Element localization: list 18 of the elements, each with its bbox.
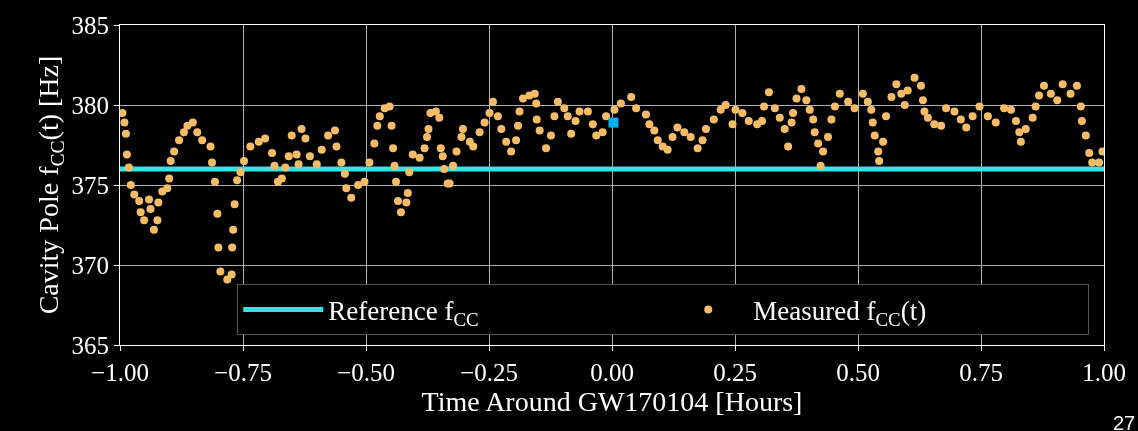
x-tick-label: 0.00	[590, 359, 634, 386]
x-tick-label: −0.75	[214, 359, 272, 386]
x-tick-label: −0.25	[460, 359, 518, 386]
legend-label: Reference f$_{CC}$	[328, 295, 479, 330]
x-tick-label: 1.00	[1082, 359, 1126, 386]
x-tick-label: −1.00	[91, 359, 149, 386]
y-tick-label: 370	[71, 251, 109, 279]
y-tick-label: 385	[71, 11, 109, 39]
x-tick-label: −0.50	[337, 359, 395, 386]
x-tick-label: 0.50	[836, 359, 880, 386]
y-tick-label: 365	[71, 331, 109, 359]
y-tick-label: 380	[71, 91, 109, 119]
legend-label: Measured f$_{CC}$(t)	[753, 295, 927, 330]
x-axis-title: Time Around GW170104 [Hours]	[421, 386, 803, 417]
y-tick-label: 375	[71, 171, 109, 199]
x-tick-label: 0.75	[959, 359, 1003, 386]
x-tick-label: 0.25	[713, 359, 757, 386]
text: 27	[1113, 412, 1136, 431]
